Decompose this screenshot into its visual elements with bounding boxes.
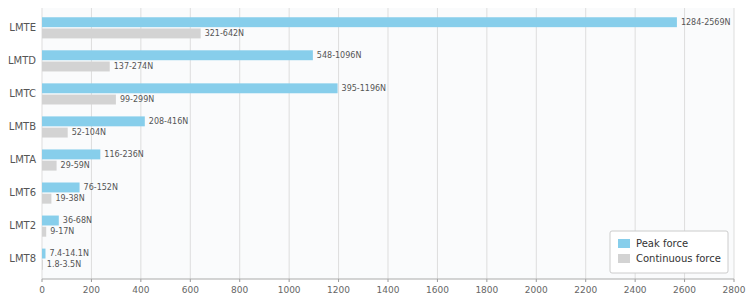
bar — [42, 249, 45, 259]
data-label: 76-152N — [84, 183, 118, 192]
x-tick-label: 2000 — [525, 285, 548, 295]
legend-swatch — [618, 254, 630, 263]
data-label: 36-68N — [63, 216, 92, 225]
x-tick-label: 600 — [182, 285, 199, 295]
grid-line — [388, 8, 389, 279]
category-label: LMTA — [10, 154, 37, 165]
bar — [42, 83, 338, 93]
x-tick-label: 1800 — [475, 285, 498, 295]
grid-line — [536, 8, 537, 279]
y-axis: LMT8 LMT2 LMT6 LMTA LMTB LMTC LMTD LMTE — [8, 22, 36, 264]
bar — [42, 28, 201, 38]
bar — [42, 182, 80, 192]
data-label: 321-642N — [205, 29, 244, 38]
bar — [42, 62, 110, 72]
legend-label: Peak force — [636, 238, 688, 249]
data-label: 1284-2569N — [681, 18, 731, 27]
x-axis: 0 200 400 600 800 1000 1200 1400 1600 1800 2000 220… — [39, 279, 746, 295]
category-label: LMT2 — [9, 220, 36, 231]
x-tick-label: 1200 — [327, 285, 350, 295]
grid-line — [239, 8, 240, 279]
x-tick-label: 1600 — [426, 285, 449, 295]
data-label: 1.8-3.5N — [47, 260, 81, 269]
x-tick-label: 2400 — [624, 285, 647, 295]
x-tick-label: 2600 — [673, 285, 696, 295]
grid-line — [190, 8, 191, 279]
plot-area — [42, 8, 734, 279]
data-label: 9-17N — [50, 227, 74, 236]
grid-line — [140, 8, 141, 279]
x-tick-label: 2200 — [574, 285, 597, 295]
legend-label: Continuous force — [636, 253, 721, 264]
grid — [42, 8, 734, 279]
bar — [42, 227, 46, 237]
bar — [42, 216, 59, 226]
data-label: 395-1196N — [342, 84, 387, 93]
data-label: 208-416N — [149, 117, 188, 126]
category-label: LMTE — [9, 22, 36, 33]
grid-line — [585, 8, 586, 279]
grid-line — [486, 8, 487, 279]
bar — [42, 149, 100, 159]
grid-line — [42, 8, 43, 279]
x-tick-label: 1000 — [278, 285, 301, 295]
data-label: 137-274N — [114, 62, 153, 71]
category-label: LMTB — [9, 121, 36, 132]
bar — [42, 50, 313, 60]
x-tick-label: 400 — [132, 285, 149, 295]
grid-line — [338, 8, 339, 279]
x-tick-label: 800 — [231, 285, 248, 295]
x-tick-label: 1400 — [377, 285, 400, 295]
data-label: 116-236N — [104, 150, 143, 159]
category-label: LMT8 — [9, 253, 36, 264]
legend: Peak force Continuous force — [610, 231, 728, 273]
grid-line — [289, 8, 290, 279]
bar — [42, 116, 145, 126]
legend-box — [610, 231, 728, 273]
x-axis-line — [42, 279, 734, 280]
data-label: 52-104N — [72, 128, 106, 137]
x-tick-label: 200 — [83, 285, 100, 295]
category-label: LMTC — [9, 88, 36, 99]
bar — [42, 194, 51, 204]
x-tick-label: 2800 — [723, 285, 746, 295]
legend-swatch — [618, 239, 630, 248]
bar — [42, 161, 57, 171]
bar — [42, 128, 68, 138]
grid-line — [437, 8, 438, 279]
bar — [42, 17, 677, 27]
bar — [42, 260, 43, 270]
bars — [42, 17, 677, 269]
data-label: 29-59N — [61, 161, 90, 170]
grid-line — [734, 8, 735, 279]
chart: 0 200 400 600 800 1000 1200 1400 1600 1800 2000 220… — [0, 0, 750, 301]
category-label: LMTD — [8, 55, 36, 66]
category-label: LMT6 — [9, 187, 36, 198]
bar — [42, 95, 116, 105]
data-label: 548-1096N — [317, 51, 362, 60]
x-tick-label: 0 — [39, 285, 45, 295]
data-label: 7.4-14.1N — [49, 249, 88, 258]
data-label: 19-38N — [55, 194, 84, 203]
grid-line — [91, 8, 92, 279]
data-label: 99-299N — [120, 95, 154, 104]
